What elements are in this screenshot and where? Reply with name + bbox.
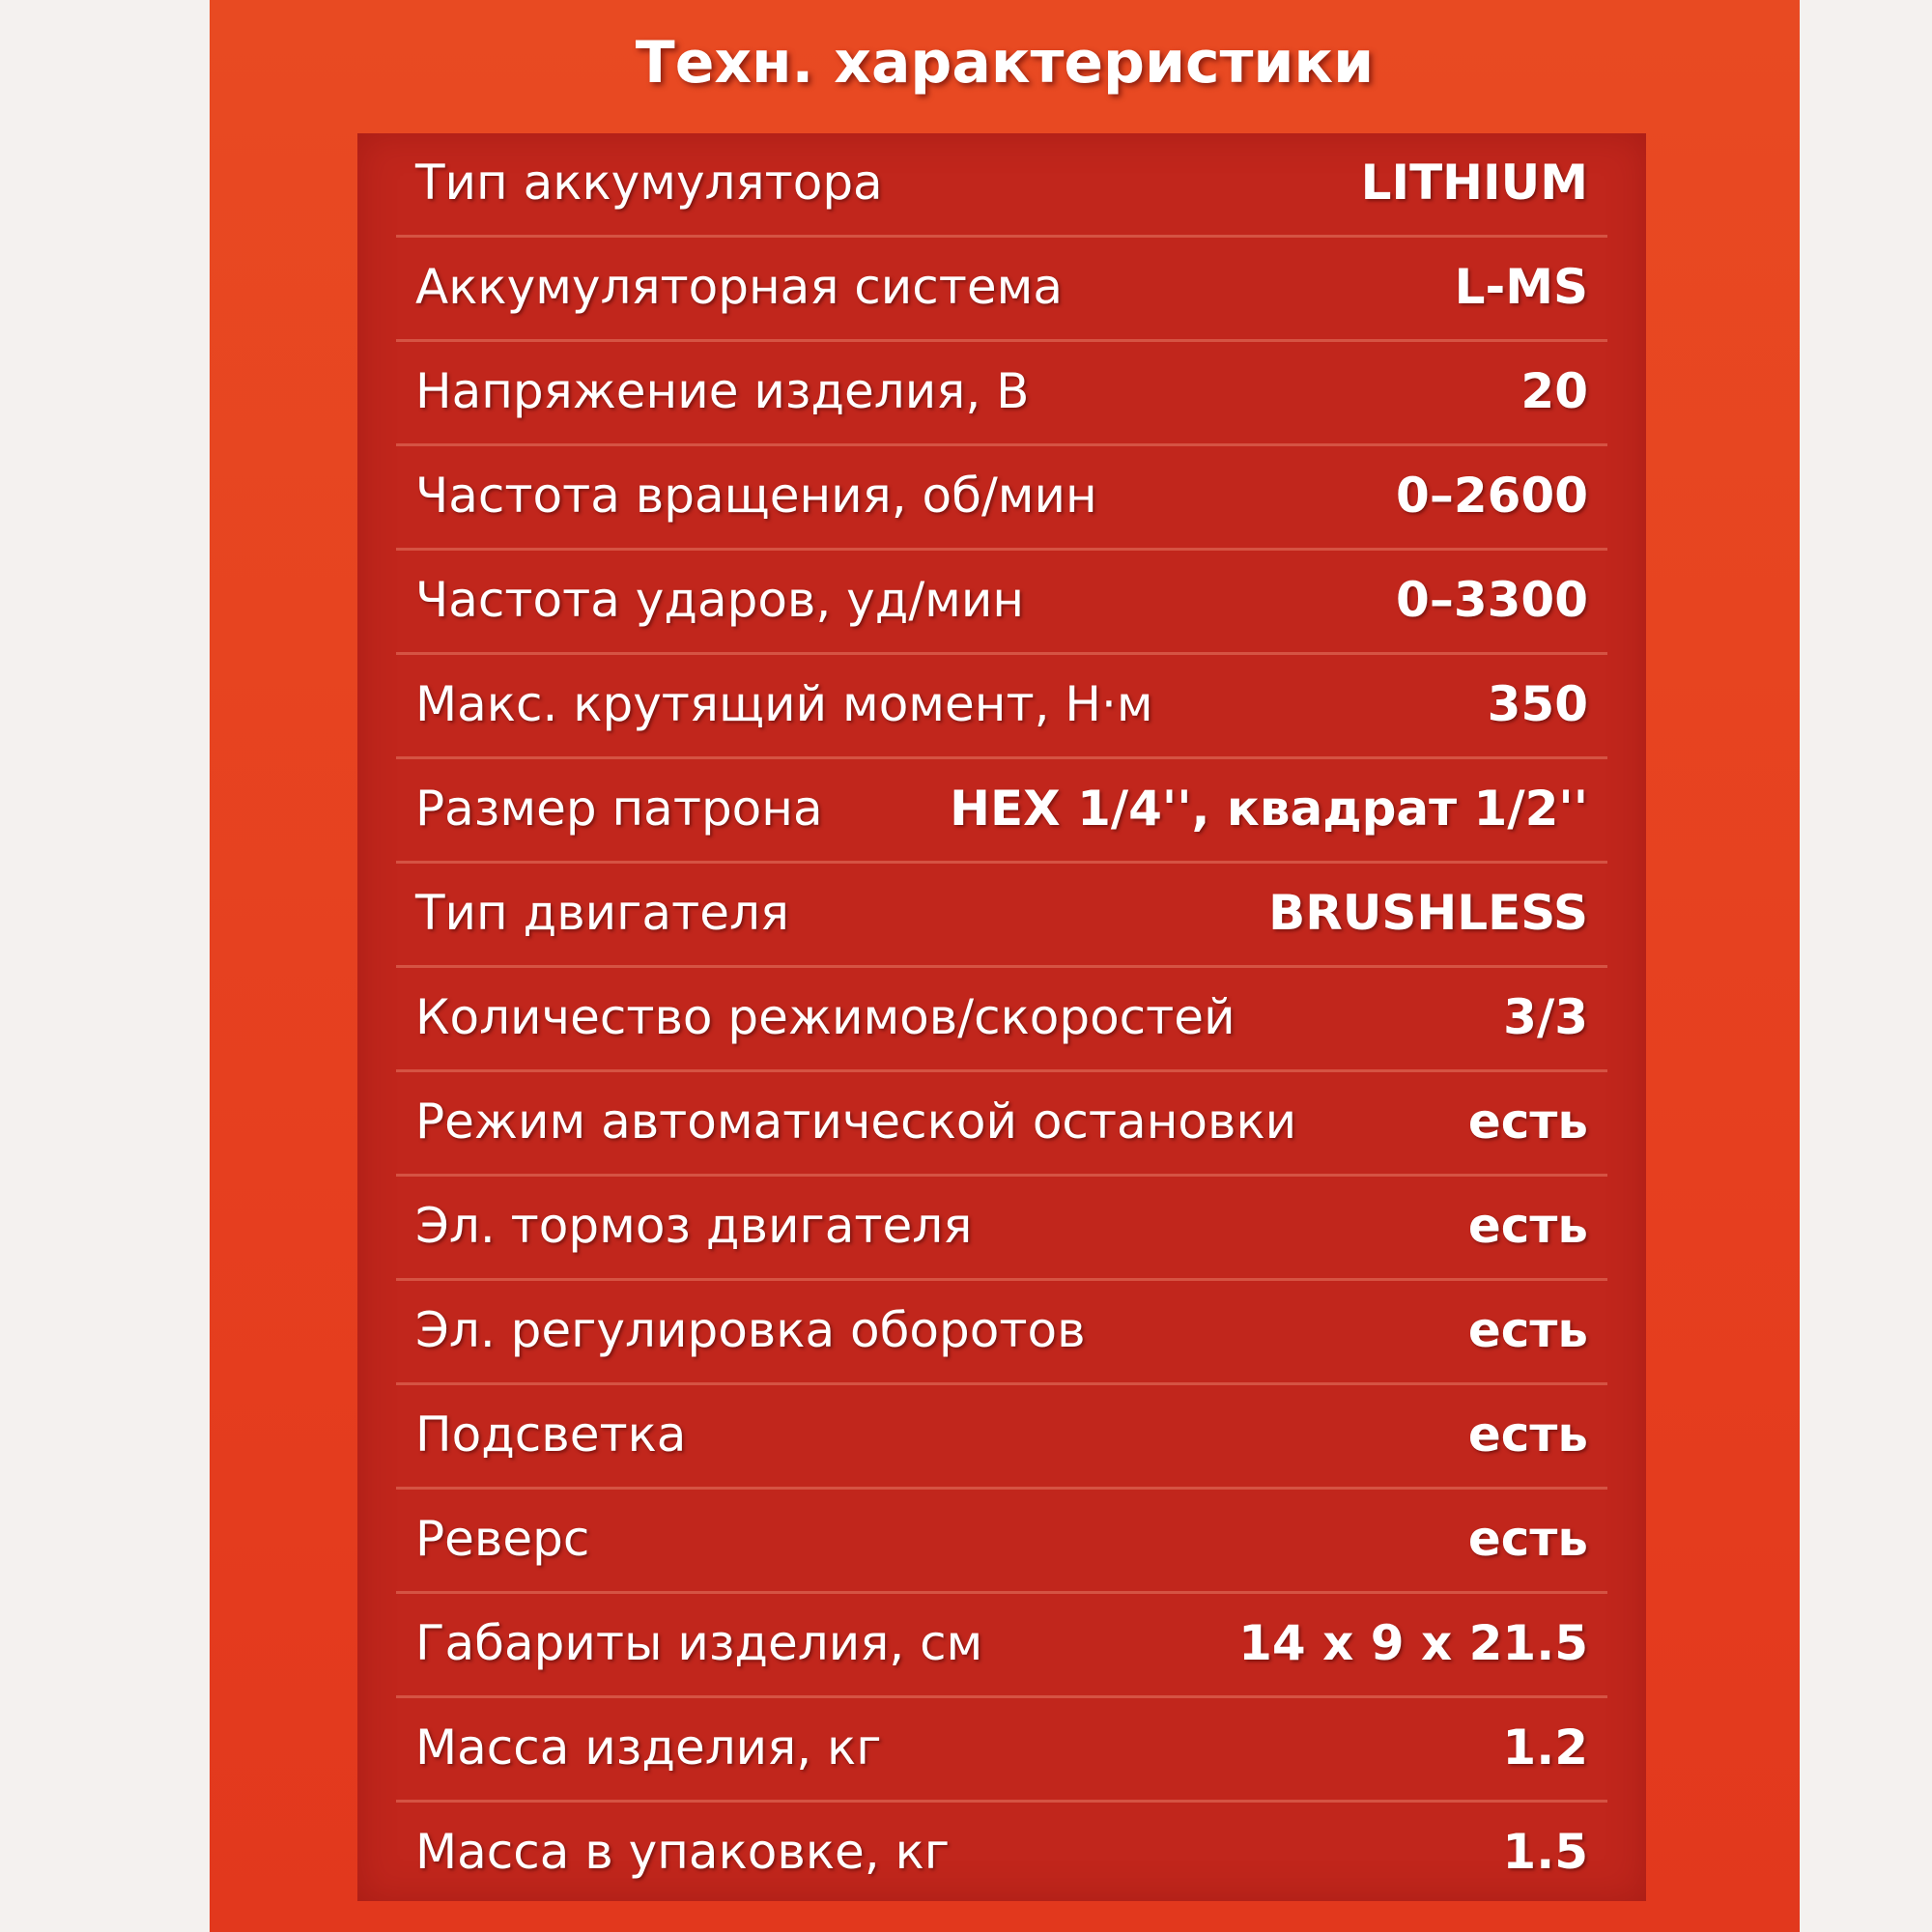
spec-row: Реверс есть <box>396 1490 1607 1594</box>
spec-value: 350 <box>1487 676 1588 732</box>
spec-value: есть <box>1467 1511 1588 1567</box>
spec-label: Габариты изделия, см <box>415 1615 983 1671</box>
spec-label: Размер патрона <box>415 781 823 837</box>
spec-label: Масса в упаковке, кг <box>415 1824 951 1880</box>
spec-value: 3/3 <box>1503 989 1588 1045</box>
spec-value: есть <box>1467 1094 1588 1150</box>
spec-value: 0–2600 <box>1396 468 1588 524</box>
spec-label: Напряжение изделия, В <box>415 363 1030 419</box>
spec-row: Напряжение изделия, В 20 <box>396 342 1607 446</box>
spec-row: Эл. регулировка оборотов есть <box>396 1281 1607 1385</box>
spec-value: есть <box>1467 1198 1588 1254</box>
spec-label: Частота вращения, об/мин <box>415 468 1097 524</box>
spec-label: Тип аккумулятора <box>415 155 883 211</box>
spec-row: Подсветка есть <box>396 1385 1607 1490</box>
spec-row: Эл. тормоз двигателя есть <box>396 1177 1607 1281</box>
spec-label: Эл. тормоз двигателя <box>415 1198 973 1254</box>
spec-label: Эл. регулировка оборотов <box>415 1302 1086 1358</box>
spec-row: Размер патрона HEX 1/4'', квадрат 1/2'' <box>396 759 1607 864</box>
spec-row: Количество режимов/скоростей 3/3 <box>396 968 1607 1072</box>
spec-value: LITHIUM <box>1360 155 1588 211</box>
spec-value: 1.5 <box>1502 1824 1588 1880</box>
spec-row: Частота ударов, уд/мин 0–3300 <box>396 551 1607 655</box>
spec-row: Масса изделия, кг 1.2 <box>396 1698 1607 1803</box>
spec-row: Габариты изделия, см 14 x 9 x 21.5 <box>396 1594 1607 1698</box>
spec-row: Аккумуляторная система L-MS <box>396 238 1607 342</box>
spec-value: 1.2 <box>1502 1719 1588 1776</box>
panel: Техн. характеристики Тип аккумулятора LIT… <box>210 0 1800 1932</box>
spec-label: Режим автоматической остановки <box>415 1094 1297 1150</box>
spec-row: Частота вращения, об/мин 0–2600 <box>396 446 1607 551</box>
spec-label: Аккумуляторная система <box>415 259 1064 315</box>
spec-value: 14 x 9 x 21.5 <box>1238 1615 1588 1671</box>
spec-row: Режим автоматической остановки есть <box>396 1072 1607 1177</box>
spec-row: Тип двигателя BRUSHLESS <box>396 864 1607 968</box>
spec-value: есть <box>1467 1302 1588 1358</box>
spec-value: есть <box>1467 1406 1588 1463</box>
spec-value: BRUSHLESS <box>1268 885 1588 941</box>
spec-label: Масса изделия, кг <box>415 1719 882 1776</box>
spec-value: HEX 1/4'', квадрат 1/2'' <box>950 781 1588 837</box>
spec-value: 20 <box>1520 363 1588 419</box>
spec-label: Тип двигателя <box>415 885 789 941</box>
spec-row: Макс. крутящий момент, Н·м 350 <box>396 655 1607 759</box>
spec-label: Количество режимов/скоростей <box>415 989 1236 1045</box>
spec-label: Подсветка <box>415 1406 687 1463</box>
spec-row: Тип аккумулятора LITHIUM <box>396 133 1607 238</box>
spec-label: Макс. крутящий момент, Н·м <box>415 676 1153 732</box>
spec-value: 0–3300 <box>1396 572 1588 628</box>
spec-value: L-MS <box>1454 259 1588 315</box>
spec-row: Масса в упаковке, кг 1.5 <box>396 1803 1607 1907</box>
title: Техн. характеристики <box>635 29 1375 97</box>
spec-table: Тип аккумулятора LITHIUM Аккумуляторная си… <box>357 133 1646 1901</box>
spec-label: Реверс <box>415 1511 590 1567</box>
spec-label: Частота ударов, уд/мин <box>415 572 1025 628</box>
